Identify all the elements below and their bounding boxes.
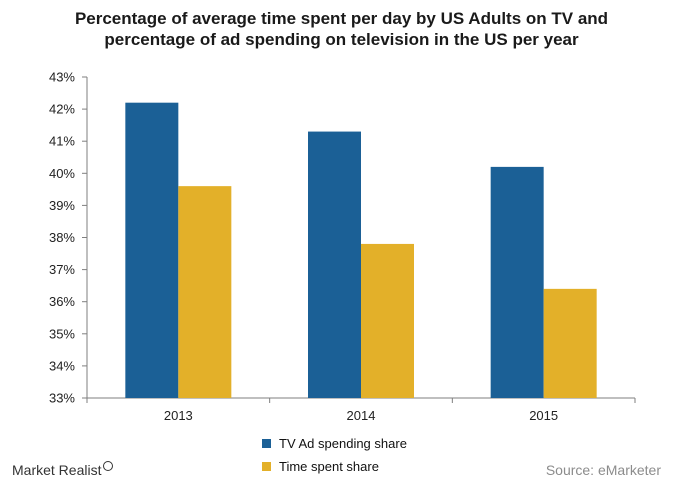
bar-tv-ad-spending-share-2014 xyxy=(308,131,361,398)
y-tick-label: 40% xyxy=(49,166,75,181)
market-realist-logo: Market Realist xyxy=(12,461,114,478)
y-tick-label: 34% xyxy=(49,358,75,373)
bar-tv-ad-spending-share-2013 xyxy=(125,102,179,399)
source-note: Source: eMarketer xyxy=(545,462,661,478)
legend-item-time-spent: Time spent share xyxy=(262,459,379,474)
y-tick-label: 41% xyxy=(49,134,75,149)
y-tick-label: 33% xyxy=(49,391,75,406)
legend-item-tv-ad-spending: TV Ad spending share xyxy=(262,436,407,451)
legend-swatch-tv-ad-spending xyxy=(262,439,271,448)
bar-time-spent-share-2013 xyxy=(178,186,232,398)
y-tick-label: 37% xyxy=(49,262,75,277)
y-tick-label: 42% xyxy=(49,102,75,117)
bar-time-spent-share-2015 xyxy=(543,288,597,398)
x-tick-label: 2015 xyxy=(529,408,558,423)
magnifier-icon xyxy=(103,461,114,471)
logo-text: Market Realist xyxy=(12,462,102,478)
legend-swatch-time-spent xyxy=(262,462,271,471)
x-tick-label: 2013 xyxy=(164,408,193,423)
bar-time-spent-share-2014 xyxy=(361,243,414,398)
y-tick-label: 35% xyxy=(49,326,75,341)
y-tick-label: 39% xyxy=(49,198,75,213)
legend-label-tv-ad-spending: TV Ad spending share xyxy=(279,436,407,451)
y-tick-label: 38% xyxy=(49,230,75,245)
chart-title: Percentage of average time spent per day… xyxy=(74,9,609,49)
legend-label-time-spent: Time spent share xyxy=(279,459,379,474)
y-tick-label: 43% xyxy=(49,70,75,85)
bar-tv-ad-spending-share-2015 xyxy=(490,166,544,398)
y-tick-label: 36% xyxy=(49,294,75,309)
x-tick-label: 2014 xyxy=(347,408,376,423)
